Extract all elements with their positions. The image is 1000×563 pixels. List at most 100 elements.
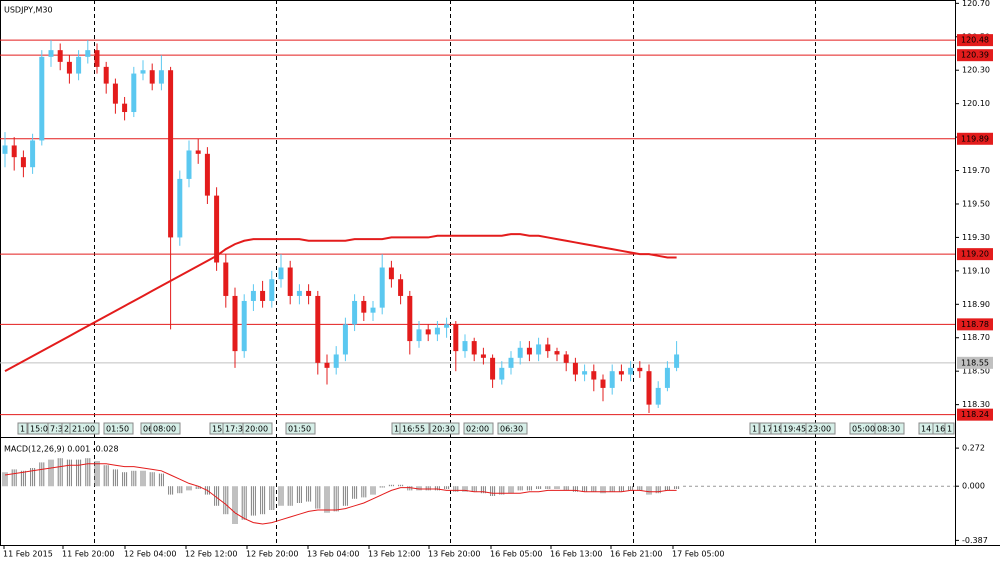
event-label: 7:3 [50,425,63,434]
macd-signal [4,463,677,525]
candle-body [480,354,486,358]
candle-body [453,324,459,352]
event-label: 05:00 [852,425,875,434]
candle-body [425,329,431,335]
candle-body [388,267,394,280]
candle-body [637,367,643,372]
level-label: 118.24 [961,410,989,419]
event-label: 14 [921,425,931,434]
candle-body [618,371,624,375]
y-tick-label: 120.70 [962,0,990,8]
moving-average [4,233,677,373]
candle-body [177,178,183,238]
candle-body [517,347,523,358]
event-label: 01:50 [288,425,311,434]
candle-body [361,300,367,313]
candle-body [545,344,551,352]
event-label: 17:3 [225,425,243,434]
event-label: 17 [762,425,772,434]
event-box [285,422,316,435]
x-tick-label: 16 Feb 13:00 [550,550,602,559]
y-tick-label: 118.70 [962,333,990,342]
event-label: 16:55 [402,425,425,434]
event-box [874,422,905,435]
candle-body [112,83,118,104]
event-label: 1 [947,425,952,434]
candle-body [2,145,8,154]
candle-body [57,50,63,62]
event-label: 20:00 [245,425,268,434]
candle-body [287,267,293,296]
candle-body [306,290,312,296]
event-box [805,422,836,435]
y-tick-label: 119.50 [962,199,990,208]
event-label: 08:30 [877,425,900,434]
candle-body [76,56,82,74]
macd-y-tick-label: -0.387 [962,536,988,545]
candle-body [149,70,155,84]
candle-body [241,300,247,352]
level-box [957,34,993,47]
level-box [957,49,993,62]
candle-body [582,371,588,375]
x-tick-label: 13 Feb 20:00 [428,550,480,559]
x-tick-label: 12 Feb 04:00 [124,550,176,559]
event-label: 19:45 [783,425,806,434]
candle-body [232,295,238,352]
x-tick-label: 12 Feb 12:00 [185,550,237,559]
macd-title: MACD(12,26,9) 0.001 -0.028 [4,445,119,454]
candle-body [471,341,477,355]
candle-body [526,347,532,355]
level-label: 119.89 [961,134,989,143]
event-label: 1 [20,425,25,434]
event-box [944,422,955,435]
candle-body [204,153,210,196]
candle-body [407,295,413,342]
level-box [957,132,993,145]
event-label: 02:00 [466,425,489,434]
x-tick-label: 11 Feb 2015 [3,550,53,559]
event-label: 23:00 [808,425,831,434]
y-tick-label: 120.30 [962,66,990,75]
event-label: 2 [64,425,69,434]
event-box [749,422,760,435]
candle-body [85,50,91,57]
candle-body [39,56,45,141]
candle-body [342,324,348,355]
candle-body [20,157,26,168]
level-label: 120.39 [961,51,989,60]
x-tick-label: 13 Feb 04:00 [307,550,359,559]
x-tick-label: 17 Feb 05:00 [672,550,724,559]
y-tick-label: 118.30 [962,400,990,409]
candle-body [379,267,385,308]
event-label: 1 [752,425,757,434]
candle-body [398,279,404,296]
event-box [69,422,100,435]
event-box [429,422,460,435]
x-tick-label: 11 Feb 20:00 [62,550,114,559]
macd-y-tick-label: 0.000 [962,482,985,491]
candle-body [250,290,256,301]
level-box [957,318,993,331]
candle-body [296,290,302,296]
candle-body [223,262,229,296]
current-price-label: 118.55 [961,358,989,367]
candle-body [324,362,330,368]
candle-body [664,367,670,388]
candle-body [536,344,542,355]
candle-body [269,279,275,301]
candle-body [600,379,606,388]
candle-body [508,357,514,368]
candle-body [11,145,17,158]
y-tick-label: 120.10 [962,99,990,108]
candle-body [628,367,634,375]
candle-body [66,61,72,74]
event-label: 1 [394,425,399,434]
x-tick-label: 16 Feb 05:00 [490,550,542,559]
level-box [957,248,993,261]
x-tick-label: 16 Feb 21:00 [610,550,662,559]
event-label: 06 [143,425,153,434]
level-label: 120.48 [961,36,989,45]
candle-body [103,66,109,84]
